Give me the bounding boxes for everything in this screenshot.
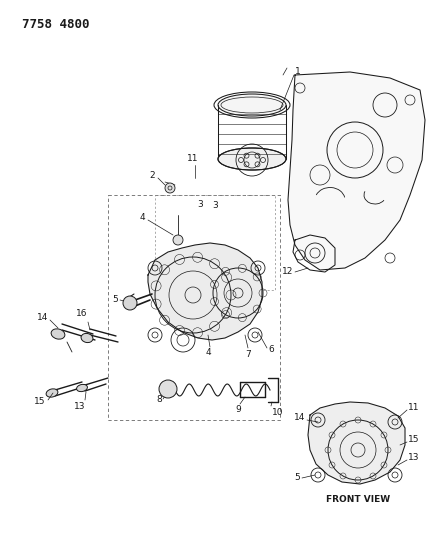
Text: 6: 6 — [268, 345, 274, 354]
Text: 9: 9 — [235, 405, 241, 414]
Ellipse shape — [218, 94, 286, 116]
Ellipse shape — [51, 329, 65, 339]
Text: 7: 7 — [245, 350, 251, 359]
Circle shape — [123, 296, 137, 310]
Text: 3: 3 — [197, 200, 203, 209]
Text: 11: 11 — [408, 403, 420, 413]
Text: 14: 14 — [293, 414, 305, 423]
Ellipse shape — [218, 148, 286, 170]
Text: 16: 16 — [76, 309, 88, 318]
Text: 4: 4 — [205, 348, 211, 357]
Text: 1: 1 — [295, 68, 301, 77]
Circle shape — [165, 183, 175, 193]
Text: 13: 13 — [74, 402, 86, 411]
Polygon shape — [308, 402, 405, 484]
Text: 2: 2 — [149, 171, 155, 180]
Polygon shape — [148, 243, 262, 340]
Text: 5: 5 — [112, 295, 118, 304]
Text: 10: 10 — [272, 408, 284, 417]
Text: 15: 15 — [408, 435, 420, 445]
Text: 5: 5 — [294, 473, 300, 482]
Text: 3: 3 — [212, 201, 218, 210]
Text: 14: 14 — [36, 313, 48, 322]
Ellipse shape — [81, 334, 93, 343]
Text: 11: 11 — [187, 154, 199, 163]
Text: 8: 8 — [156, 395, 162, 405]
Polygon shape — [288, 72, 425, 270]
Text: FRONT VIEW: FRONT VIEW — [326, 495, 390, 504]
Bar — [155, 195, 275, 290]
Circle shape — [173, 235, 183, 245]
Text: 4: 4 — [139, 214, 145, 222]
Ellipse shape — [76, 384, 88, 392]
Circle shape — [159, 380, 177, 398]
Text: 15: 15 — [33, 398, 45, 407]
Text: 7758 4800: 7758 4800 — [22, 18, 90, 31]
Ellipse shape — [46, 389, 58, 397]
Text: 13: 13 — [408, 454, 420, 463]
Bar — [108, 195, 280, 420]
Text: 12: 12 — [281, 268, 293, 277]
